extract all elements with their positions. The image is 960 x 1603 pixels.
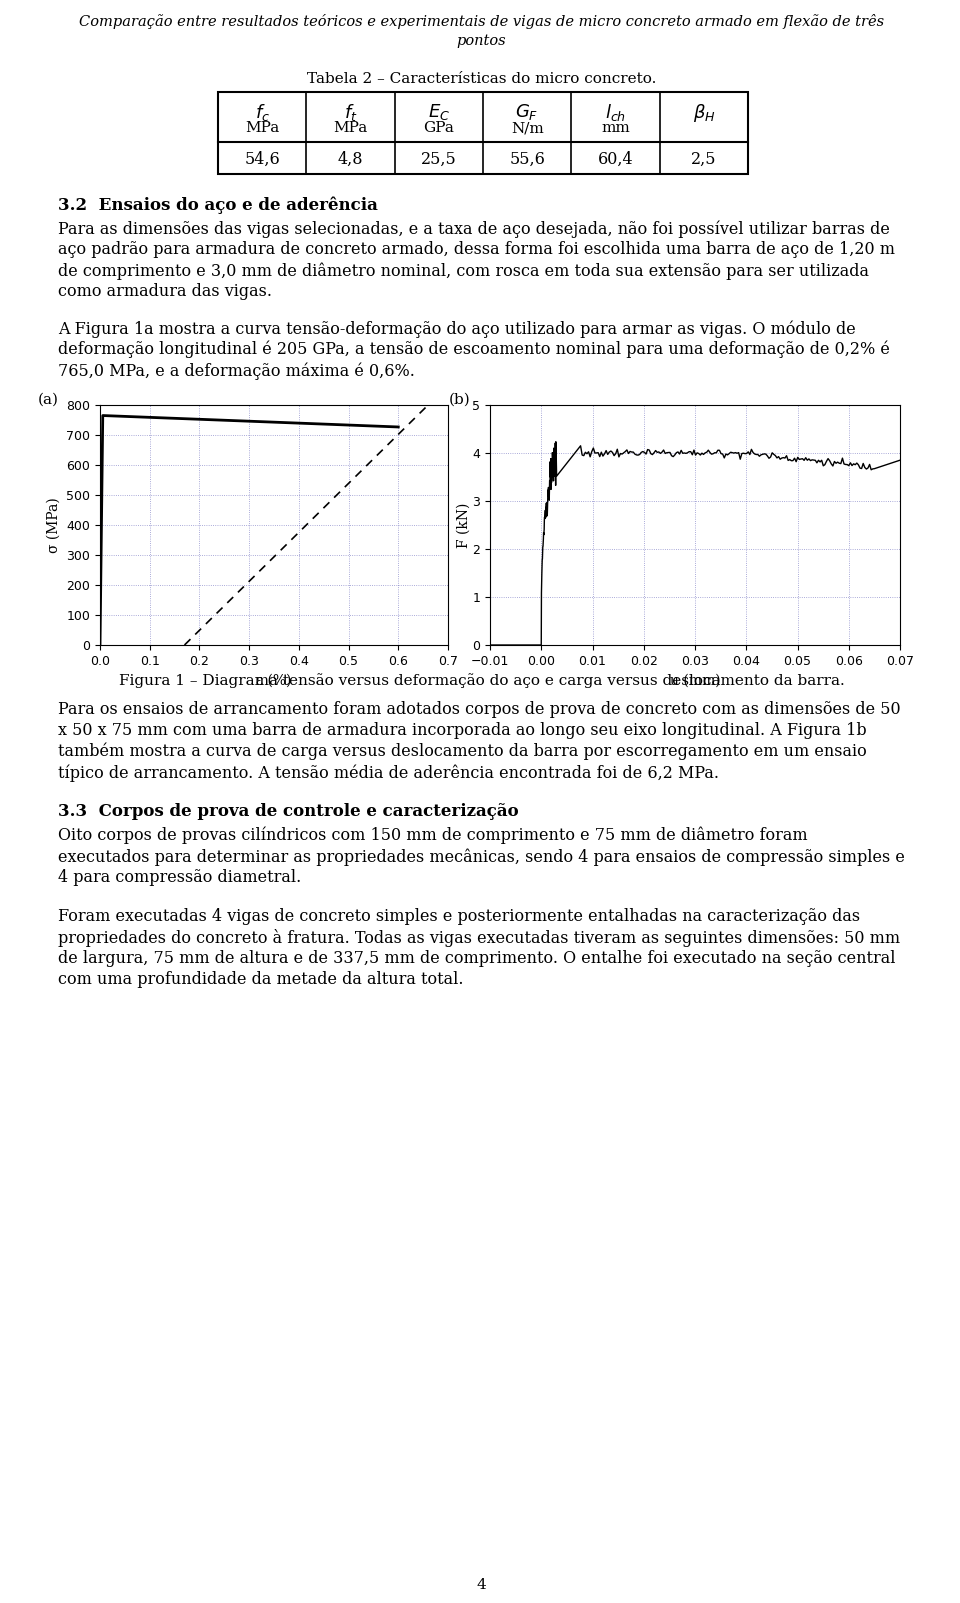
Text: MPa: MPa (333, 120, 368, 135)
Text: GPa: GPa (423, 120, 454, 135)
Text: com uma profundidade da metade da altura total.: com uma profundidade da metade da altura… (58, 971, 464, 987)
Text: x 50 x 75 mm com uma barra de armadura incorporada ao longo seu eixo longitudina: x 50 x 75 mm com uma barra de armadura i… (58, 721, 867, 739)
Y-axis label: σ (MPa): σ (MPa) (47, 497, 60, 553)
Text: 54,6: 54,6 (244, 151, 280, 168)
Text: Figura 1 – Diagrama tensão versus deformação do aço e carga versus deslocamento : Figura 1 – Diagrama tensão versus deform… (119, 673, 845, 688)
Text: 3.2  Ensaios do aço e de aderência: 3.2 Ensaios do aço e de aderência (58, 196, 378, 213)
Text: 4,8: 4,8 (338, 151, 363, 168)
Bar (218, 91, 748, 175)
Text: Oito corpos de provas cilíndricos com 150 mm de comprimento e 75 mm de diâmetro : Oito corpos de provas cilíndricos com 15… (58, 827, 807, 845)
X-axis label: u (mm): u (mm) (670, 673, 720, 688)
Text: Para os ensaios de arrancamento foram adotados corpos de prova de concreto com a: Para os ensaios de arrancamento foram ad… (58, 701, 900, 718)
Text: $E_C$: $E_C$ (428, 103, 450, 122)
Text: 25,5: 25,5 (420, 151, 457, 168)
Text: $f_c$: $f_c$ (254, 103, 270, 123)
Text: como armadura das vigas.: como armadura das vigas. (58, 284, 272, 300)
Text: A Figura 1a mostra a curva tensão-deformação do aço utilizado para armar as viga: A Figura 1a mostra a curva tensão-deform… (58, 321, 855, 338)
Text: típico de arrancamento. A tensão média de aderência encontrada foi de 6,2 MPa.: típico de arrancamento. A tensão média d… (58, 765, 719, 782)
Text: Foram executadas 4 vigas de concreto simples e posteriormente entalhadas na cara: Foram executadas 4 vigas de concreto sim… (58, 907, 860, 925)
Text: $l_{ch}$: $l_{ch}$ (605, 103, 626, 123)
Text: 55,6: 55,6 (509, 151, 545, 168)
Text: Para as dimensões das vigas selecionadas, e a taxa de aço desejada, não foi poss: Para as dimensões das vigas selecionadas… (58, 220, 890, 237)
Text: de comprimento e 3,0 mm de diâmetro nominal, com rosca em toda sua extensão para: de comprimento e 3,0 mm de diâmetro nomi… (58, 261, 869, 279)
Text: Comparação entre resultados teóricos e experimentais de vigas de micro concreto : Comparação entre resultados teóricos e e… (79, 14, 884, 29)
Text: pontos: pontos (457, 34, 506, 48)
Text: $f_t$: $f_t$ (344, 103, 357, 123)
Text: (b): (b) (449, 393, 470, 407)
Text: Tabela 2 – Características do micro concreto.: Tabela 2 – Características do micro conc… (307, 72, 657, 87)
Text: mm: mm (601, 120, 630, 135)
X-axis label: ε (%): ε (%) (256, 673, 292, 688)
Text: propriedades do concreto à fratura. Todas as vigas executadas tiveram as seguint: propriedades do concreto à fratura. Toda… (58, 930, 900, 947)
Text: de largura, 75 mm de altura e de 337,5 mm de comprimento. O entalhe foi executad: de largura, 75 mm de altura e de 337,5 m… (58, 951, 896, 967)
Text: 4 para compressão diametral.: 4 para compressão diametral. (58, 869, 301, 886)
Text: 765,0 MPa, e a deformação máxima é 0,6%.: 765,0 MPa, e a deformação máxima é 0,6%. (58, 362, 415, 380)
Text: deformação longitudinal é 205 GPa, a tensão de escoamento nominal para uma defor: deformação longitudinal é 205 GPa, a ten… (58, 341, 890, 359)
Text: MPa: MPa (245, 120, 279, 135)
Text: $G_F$: $G_F$ (516, 103, 539, 122)
Text: (a): (a) (37, 393, 59, 407)
Text: $\beta_H$: $\beta_H$ (692, 103, 715, 123)
Text: também mostra a curva de carga versus deslocamento da barra por escorregamento e: também mostra a curva de carga versus de… (58, 744, 867, 760)
Text: 4: 4 (476, 1577, 487, 1592)
Text: executados para determinar as propriedades mecânicas, sendo 4 para ensaios de co: executados para determinar as propriedad… (58, 848, 905, 866)
Text: aço padrão para armadura de concreto armado, dessa forma foi escolhida uma barra: aço padrão para armadura de concreto arm… (58, 240, 895, 258)
Y-axis label: F (kN): F (kN) (457, 502, 471, 548)
Text: 2,5: 2,5 (691, 151, 716, 168)
Text: 3.3  Corpos de prova de controle e caracterização: 3.3 Corpos de prova de controle e caract… (58, 803, 518, 821)
Text: N/m: N/m (511, 120, 543, 135)
Text: 60,4: 60,4 (598, 151, 634, 168)
